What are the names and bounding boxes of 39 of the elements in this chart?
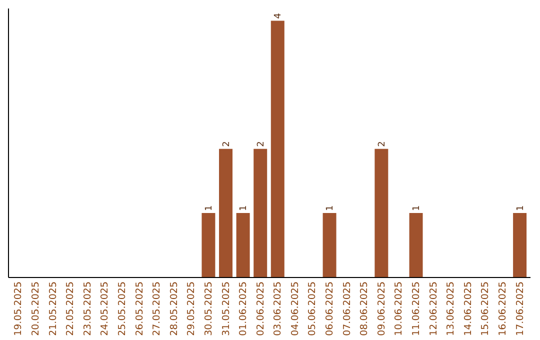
x-tick-label: 28.05.2025 xyxy=(168,282,180,336)
data-label: 1 xyxy=(239,205,250,211)
x-tick-label: 04.06.2025 xyxy=(290,282,301,336)
x-tick-label: 05.06.2025 xyxy=(307,282,318,336)
x-tick-label: 21.05.2025 xyxy=(48,282,59,336)
x-tick-label: 09.06.2025 xyxy=(376,282,388,336)
data-label: 1 xyxy=(326,205,336,211)
x-tick-label: 06.06.2025 xyxy=(324,282,336,336)
x-tick-label: 31.05.2025 xyxy=(220,282,232,336)
data-label: 2 xyxy=(256,141,266,147)
x-tick-label: 15.06.2025 xyxy=(480,282,492,336)
x-tick-label: 07.06.2025 xyxy=(342,282,353,336)
x-tick-label: 22.05.2025 xyxy=(65,282,76,336)
x-tick-label: 25.05.2025 xyxy=(116,282,128,336)
x-tick-label: 03.06.2025 xyxy=(272,282,284,336)
x-tick-label: 29.05.2025 xyxy=(186,282,198,336)
data-label: 2 xyxy=(222,141,232,147)
data-label: 1 xyxy=(204,205,214,211)
x-tick-label: 19.05.2025 xyxy=(13,282,24,336)
x-tick-label: 27.05.2025 xyxy=(152,282,163,336)
x-tick-label: 08.06.2025 xyxy=(359,282,370,336)
data-label: 4 xyxy=(274,12,284,19)
x-tick-label: 12.06.2025 xyxy=(428,282,440,336)
data-label: 1 xyxy=(516,205,526,211)
data-label: 1 xyxy=(412,205,422,211)
x-tick-label: 20.05.2025 xyxy=(30,282,42,336)
x-tick-label: 17.06.2025 xyxy=(514,282,526,336)
x-tick-label: 13.06.2025 xyxy=(446,282,457,336)
x-tick-label: 16.06.2025 xyxy=(498,282,508,336)
x-tick-label: 11.06.2025 xyxy=(411,282,422,336)
x-tick-label: 30.05.2025 xyxy=(203,282,214,336)
x-tick-label: 23.05.2025 xyxy=(82,282,94,336)
x-tick-label: 24.05.2025 xyxy=(100,282,111,336)
x-tick-label: 01.06.2025 xyxy=(238,282,250,336)
x-tick-label: 02.06.2025 xyxy=(255,282,266,336)
x-tick-label: 14.06.2025 xyxy=(462,282,474,336)
data-label: 2 xyxy=(377,141,388,147)
x-tick-label: 26.05.2025 xyxy=(134,282,146,336)
x-tick-label: 10.06.2025 xyxy=(394,282,405,336)
